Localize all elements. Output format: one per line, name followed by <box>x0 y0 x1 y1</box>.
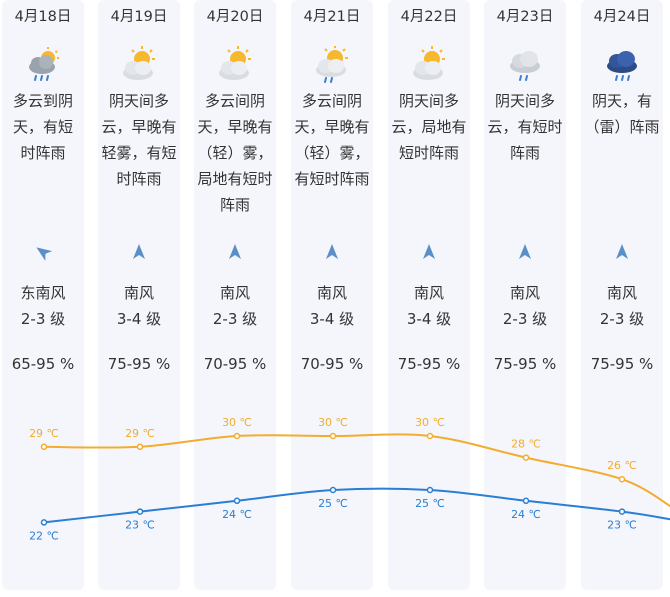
thunderstorm-cloud-icon <box>607 51 637 81</box>
high-temperature-line <box>43 433 670 508</box>
high-temperature-point <box>40 443 48 451</box>
weather-description: 阴天，有（雷）阵雨 <box>584 92 660 136</box>
cloudy-rain-icon <box>29 47 59 81</box>
high-temperature-point <box>136 443 144 451</box>
humidity: 65-95 % <box>11 355 75 373</box>
weather-description: 多云间阴天，早晚有（轻）雾，局地有短时阵雨 <box>197 92 273 214</box>
forecast-date: 4月21日 <box>303 9 361 25</box>
high-temperature-label: 30 ℃ <box>415 416 445 429</box>
wind-direction: 南风 <box>606 284 637 302</box>
weather-description: 阴天间多云，有短时阵雨 <box>487 92 563 162</box>
humidity: 75-95 % <box>397 355 461 373</box>
high-temperature-label: 26 ℃ <box>607 459 637 472</box>
wind-direction: 南风 <box>123 284 154 302</box>
forecast-day: 4月23日 阴天间多云，有短时阵雨 南风 2-3 级 75-95 % <box>484 0 566 590</box>
weather-description: 多云间阴天，早晚有（轻）雾，有短时阵雨 <box>294 92 370 188</box>
low-temperature-label: 24 ℃ <box>222 508 252 521</box>
low-temperature-point <box>426 486 434 494</box>
high-temperature-point <box>329 432 337 440</box>
low-temperature-label: 24 ℃ <box>511 508 541 521</box>
humidity: 70-95 % <box>300 355 364 373</box>
low-temperature-point <box>233 497 241 505</box>
cloud-rain-icon <box>510 51 540 81</box>
low-temperature-point <box>329 486 337 494</box>
high-temperature-points: 29 ℃ 29 ℃ 30 ℃ 30 ℃ 30 ℃ 28 ℃ 26 ℃ <box>29 416 637 483</box>
wind-direction-arrow-icon <box>519 244 531 259</box>
high-temperature-point <box>522 454 530 461</box>
low-temperature-label: 23 ℃ <box>125 519 155 532</box>
forecast-date: 4月23日 <box>496 9 554 25</box>
high-temperature-label: 28 ℃ <box>511 438 541 451</box>
sun-behind-cloud-icon <box>413 46 445 80</box>
wind-direction-arrow-icon <box>133 244 145 259</box>
wind-direction: 南风 <box>219 284 250 302</box>
wind-level: 3-4 级 <box>309 310 355 328</box>
high-temperature-label: 30 ℃ <box>318 416 348 429</box>
low-temperature-line <box>43 487 670 524</box>
low-temperature-points: 22 ℃ 23 ℃ 24 ℃ 25 ℃ 25 ℃ 24 ℃ 23 ℃ <box>29 486 637 542</box>
humidity: 75-95 % <box>107 355 171 373</box>
wind-level: 2-3 级 <box>599 310 645 328</box>
sun-behind-cloud-icon <box>123 46 155 80</box>
low-temperature-point <box>522 497 530 505</box>
wind-level: 2-3 级 <box>502 310 548 328</box>
high-temperature-point <box>233 432 241 440</box>
low-temperature-point <box>40 519 48 526</box>
wind-direction: 南风 <box>413 284 444 302</box>
wind-direction: 南风 <box>316 284 347 302</box>
wind-direction: 东南风 <box>20 284 66 302</box>
high-temperature-label: 29 ℃ <box>125 427 155 440</box>
wind-level: 2-3 级 <box>212 310 258 328</box>
weather-description: 阴天间多云，早晚有轻雾，有短时阵雨 <box>101 92 177 188</box>
sun-behind-cloud-icon <box>219 46 251 80</box>
forecast-date: 4月24日 <box>593 9 651 25</box>
wind-direction: 南风 <box>509 284 540 302</box>
wind-direction-arrow-icon <box>36 247 53 261</box>
forecast-date: 4月22日 <box>400 9 458 25</box>
weather-description: 多云到阴天，有短时阵雨 <box>12 92 73 162</box>
high-temperature-point <box>618 475 626 483</box>
humidity: 70-95 % <box>203 355 267 373</box>
weather-description: 阴天间多云，局地有短时阵雨 <box>391 92 467 162</box>
low-temperature-label: 23 ℃ <box>607 519 637 532</box>
wind-direction-arrow-icon <box>326 244 338 259</box>
wind-level: 3-4 级 <box>116 310 162 328</box>
low-temperature-label: 22 ℃ <box>29 529 59 542</box>
forecast-date: 4月19日 <box>110 9 168 25</box>
forecast-day: 4月19日 阴天间多云，早晚有轻雾，有短时阵雨 南风 3-4 级 75-95 % <box>98 0 180 590</box>
humidity: 75-95 % <box>590 355 654 373</box>
forecast-day: 4月20日 多云间阴天，早晚有（轻）雾，局地有短时阵雨 南风 2-3 级 70-… <box>194 0 276 590</box>
low-temperature-point <box>618 508 626 515</box>
high-temperature-label: 29 ℃ <box>29 427 59 440</box>
forecast-date: 4月18日 <box>14 9 72 25</box>
high-temperature-point <box>426 432 434 440</box>
wind-direction-arrow-icon <box>229 244 241 259</box>
low-temperature-point <box>136 508 144 515</box>
low-temperature-label: 25 ℃ <box>318 497 348 510</box>
forecast-date: 4月20日 <box>206 9 264 25</box>
wind-direction-arrow-icon <box>616 244 628 259</box>
low-temperature-label: 25 ℃ <box>415 497 445 510</box>
wind-direction-arrow-icon <box>423 244 435 259</box>
sun-behind-cloud-rain-icon <box>316 46 348 83</box>
wind-level: 3-4 级 <box>406 310 452 328</box>
forecast-day: 4月18日 多云到阴天，有短时阵雨 东南风 2-3 级 65-95 % <box>2 0 84 590</box>
high-temperature-label: 30 ℃ <box>222 416 252 429</box>
humidity: 75-95 % <box>493 355 557 373</box>
wind-level: 2-3 级 <box>20 310 66 328</box>
